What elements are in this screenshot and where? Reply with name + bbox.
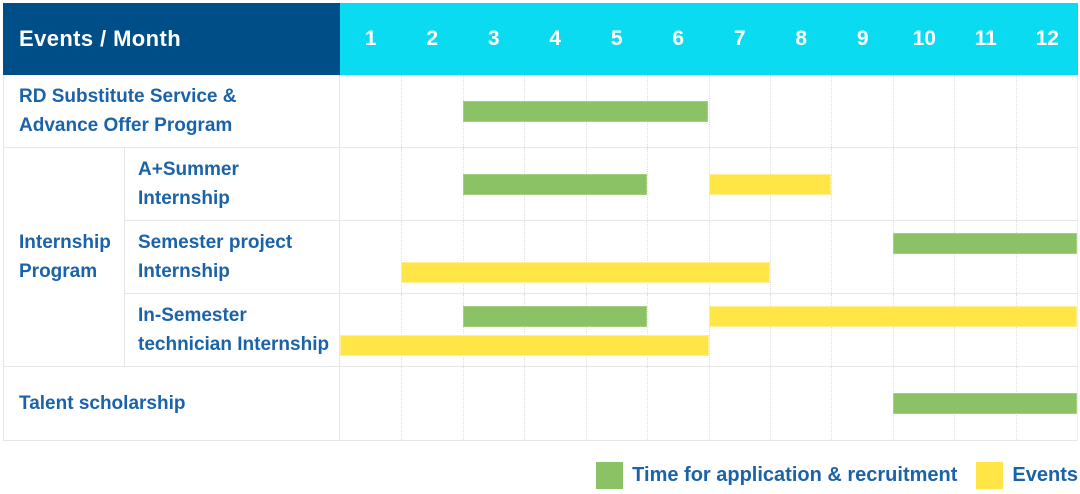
month-gridline — [524, 221, 526, 293]
month-header-label: 7 — [733, 27, 746, 50]
month-gridline — [401, 221, 403, 293]
month-gridline — [954, 75, 956, 147]
chart-row-rd-substitute — [340, 75, 1078, 148]
row-label-semester-project-internship: Semester project Internship — [125, 221, 340, 294]
month-gridline — [831, 367, 833, 440]
month-gridline — [647, 294, 649, 366]
month-header-label: 10 — [912, 27, 936, 50]
month-gridline — [1015, 221, 1017, 293]
gantt-bar-events — [401, 262, 770, 283]
month-gridline — [524, 367, 526, 440]
month-gridline — [954, 294, 956, 366]
month-gridline — [401, 75, 403, 147]
month-header-label: 11 — [974, 27, 997, 50]
legend-events-label: Events — [1012, 463, 1078, 486]
month-header-label: 1 — [364, 27, 377, 50]
month-gridline — [585, 221, 587, 293]
month-gridline — [462, 294, 464, 366]
chart-row-a-summer-internship — [340, 148, 1078, 221]
row-group-label-internship-program: Internship Program — [3, 148, 125, 367]
month-gridline — [708, 294, 710, 366]
chart-row-in-semester-technician-internship — [340, 294, 1078, 367]
month-gridline — [708, 367, 710, 440]
month-gridline — [831, 294, 833, 366]
month-header-label: 9 — [856, 27, 869, 50]
month-gridline — [892, 148, 894, 220]
month-gridline — [708, 75, 710, 147]
gantt-bar-events — [340, 335, 709, 356]
month-gridline — [647, 148, 649, 220]
month-gridline — [462, 367, 464, 440]
month-gridline — [524, 294, 526, 366]
legend-recruitment-swatch — [596, 461, 624, 489]
events-month-table: Events / Month 1 2 3 4 5 6 7 8 9 10 11 12 RD Substi… — [3, 3, 1078, 441]
month-gridline — [769, 221, 771, 293]
month-gridline — [769, 367, 771, 440]
chart-row-talent-scholarship — [340, 367, 1078, 441]
chart-row-semester-project-internship — [340, 221, 1078, 294]
month-header-label: 8 — [795, 27, 808, 50]
row-label-rd-substitute: RD Substitute Service & Advance Offer Pr… — [3, 75, 340, 148]
month-gridline — [769, 75, 771, 147]
month-gridline — [892, 75, 894, 147]
row-label-talent-scholarship: Talent scholarship — [3, 367, 340, 441]
month-header-label: 6 — [672, 27, 685, 50]
month-gridline — [1015, 148, 1017, 220]
table-header-title: Events / Month — [3, 3, 340, 75]
month-gridline — [585, 367, 587, 440]
month-gridline — [831, 75, 833, 147]
month-gridline — [954, 221, 956, 293]
month-gridline — [647, 367, 649, 440]
month-gridline — [462, 221, 464, 293]
month-gridline — [831, 221, 833, 293]
month-gridline — [892, 294, 894, 366]
gantt-bar-events — [708, 306, 1077, 327]
month-gridline — [954, 148, 956, 220]
month-gridline — [1015, 294, 1017, 366]
month-gridline — [708, 221, 710, 293]
month-gridline — [769, 294, 771, 366]
month-header-row: 1 2 3 4 5 6 7 8 9 10 11 12 — [340, 3, 1078, 75]
gantt-bar-recruitment — [462, 174, 648, 195]
legend-events-swatch — [976, 461, 1004, 489]
month-gridline — [401, 294, 403, 366]
gantt-bar-recruitment — [892, 393, 1077, 414]
month-header-label: 12 — [1035, 27, 1059, 50]
gantt-bar-events — [708, 174, 832, 195]
month-header-label: 2 — [426, 27, 439, 50]
month-gridline — [401, 367, 403, 440]
month-gridline — [1015, 75, 1017, 147]
month-gridline — [831, 148, 833, 220]
gantt-bar-recruitment — [462, 101, 709, 122]
row-label-in-semester-technician-internship: In-Semester technician Internship — [125, 294, 340, 367]
month-header-label: 4 — [549, 27, 562, 50]
month-gridline — [401, 148, 403, 220]
month-gridline — [647, 221, 649, 293]
month-header-label: 3 — [487, 27, 500, 50]
month-header-label: 5 — [610, 27, 623, 50]
gantt-bar-recruitment — [462, 306, 648, 327]
month-gridline — [892, 221, 894, 293]
legend: Time for application & recruitment Event… — [596, 459, 1078, 491]
legend-recruitment-label: Time for application & recruitment — [632, 463, 958, 486]
row-label-a-summer-internship: A+Summer Internship — [125, 148, 340, 221]
gantt-bar-recruitment — [892, 233, 1077, 254]
month-gridline — [585, 294, 587, 366]
